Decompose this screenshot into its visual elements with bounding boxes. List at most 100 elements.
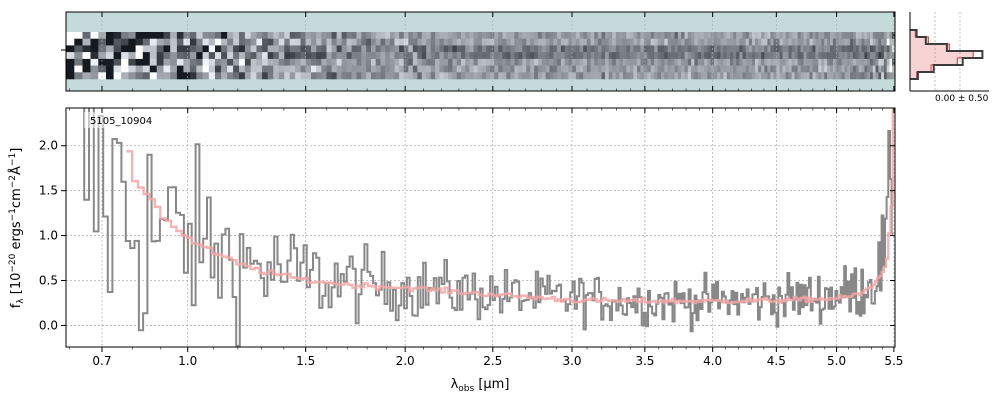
heatmap-cell — [490, 58, 495, 66]
heatmap-cell — [572, 58, 577, 66]
heatmap-cell — [886, 58, 890, 66]
heatmap-cell — [417, 58, 423, 66]
heatmap-cell — [633, 65, 638, 73]
heatmap-cell — [321, 65, 327, 73]
heatmap-cell — [844, 65, 848, 73]
heatmap-cell — [782, 32, 786, 39]
heatmap-cell — [855, 65, 860, 73]
heatmap-cell — [767, 52, 771, 60]
heatmap-cell — [375, 58, 381, 66]
heatmap-cell — [426, 52, 431, 60]
heatmap-cell — [815, 52, 819, 60]
heatmap-cell — [881, 65, 885, 73]
heatmap-cell — [664, 52, 669, 60]
heatmap-cell — [394, 72, 400, 80]
heatmap-cell — [448, 45, 453, 53]
heatmap-cell — [707, 45, 711, 53]
heatmap-cell — [864, 65, 868, 73]
heatmap-cell — [351, 72, 357, 80]
heatmap-cell — [700, 65, 705, 73]
heatmap-cell — [267, 58, 274, 66]
object-label: 5105_10904 — [90, 116, 152, 127]
heatmap-cell — [256, 52, 263, 60]
heatmap-cell — [886, 72, 890, 80]
heatmap-cell — [608, 52, 613, 60]
heatmap-cell — [764, 58, 768, 66]
heatmap-cell — [681, 52, 685, 60]
x-tick-label: 4.5 — [767, 354, 786, 368]
heatmap-cell — [736, 58, 740, 66]
heatmap-cell — [149, 72, 158, 80]
heatmap-cell — [239, 38, 246, 46]
heatmap-cell — [615, 72, 620, 80]
heatmap-cell — [791, 65, 795, 73]
heatmap-cell — [486, 65, 491, 73]
heatmap-cell — [832, 52, 837, 60]
heatmap-cell — [779, 65, 783, 73]
heatmap-cell — [878, 32, 882, 39]
heatmap-cell — [498, 65, 503, 73]
heatmap-cell — [892, 58, 895, 66]
heatmap-cell — [305, 45, 312, 53]
heatmap-cell — [622, 65, 627, 73]
heatmap-cell — [677, 38, 682, 46]
heatmap-cell — [465, 65, 470, 73]
heatmap-cell — [233, 45, 240, 53]
spectrum-2d-frame — [65, 11, 896, 92]
heatmap-cell — [841, 45, 845, 53]
x-tick-label: 2.5 — [483, 354, 502, 368]
heatmap-cell — [671, 65, 675, 73]
heatmap-cell — [687, 38, 692, 46]
y-label-main: f — [9, 303, 24, 308]
heatmap-cell — [380, 45, 386, 53]
heatmap-cell — [878, 38, 882, 46]
heatmap-cell — [704, 58, 708, 66]
heatmap-cell — [870, 38, 874, 46]
heatmap-cell — [729, 52, 734, 60]
heatmap-cell — [375, 45, 381, 53]
heatmap-cell — [776, 65, 780, 73]
y-label-exp3: −2 — [8, 175, 18, 188]
heatmap-cell — [883, 52, 888, 60]
heatmap-cell — [202, 65, 210, 73]
heatmap-cell — [74, 32, 83, 39]
heatmap-cell — [674, 38, 679, 46]
heatmap-cell — [356, 58, 362, 66]
heatmap-cell — [739, 45, 743, 53]
heatmap-cell — [850, 72, 854, 80]
heatmap-cell — [196, 65, 203, 73]
heatmap-cell — [452, 52, 458, 60]
heatmap-cell — [135, 52, 144, 60]
heatmap-cell — [629, 32, 634, 39]
heatmap-cell — [481, 38, 487, 46]
heatmap-cell — [647, 65, 652, 73]
heatmap-cell — [636, 72, 641, 80]
heatmap-cell — [674, 65, 679, 73]
heatmap-cell — [824, 38, 828, 46]
heatmap-cell — [321, 45, 327, 53]
heatmap-cell — [66, 38, 75, 46]
heatmap-cell — [417, 52, 423, 60]
heatmap-cell — [208, 32, 216, 39]
heatmap-cell — [597, 38, 602, 46]
heatmap-cell — [815, 65, 819, 73]
heatmap-cell — [739, 38, 743, 46]
heatmap-cell — [239, 52, 246, 60]
heatmap-cell — [560, 58, 566, 66]
heatmap-cell — [835, 32, 840, 39]
heatmap-cell — [758, 72, 762, 80]
heatmap-cell — [889, 38, 893, 46]
heatmap-cell — [553, 32, 558, 39]
heatmap-cell — [770, 52, 774, 60]
heatmap-cell — [745, 65, 750, 73]
heatmap-cell — [889, 65, 893, 73]
heatmap-cell — [872, 32, 876, 39]
heatmap-cell — [615, 58, 620, 66]
heatmap-cell — [794, 72, 798, 80]
heatmap-cell — [399, 58, 405, 66]
heatmap-cell — [361, 52, 367, 60]
heatmap-cell — [779, 32, 783, 39]
heatmap-cell — [336, 45, 342, 53]
spectrum-2d-grid — [101, 12, 895, 91]
heatmap-cell — [233, 38, 240, 46]
